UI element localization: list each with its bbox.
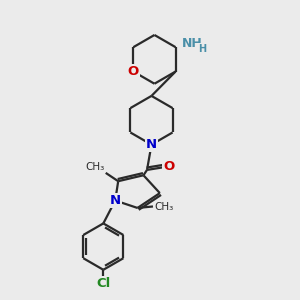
Text: Cl: Cl [96,277,110,290]
Text: N: N [146,138,157,151]
Text: NH: NH [182,37,203,50]
Text: CH₃: CH₃ [85,162,104,172]
Text: H: H [199,44,207,54]
Text: O: O [164,160,175,173]
Text: O: O [128,65,139,78]
Text: CH₃: CH₃ [154,202,174,212]
Text: N: N [110,194,121,207]
